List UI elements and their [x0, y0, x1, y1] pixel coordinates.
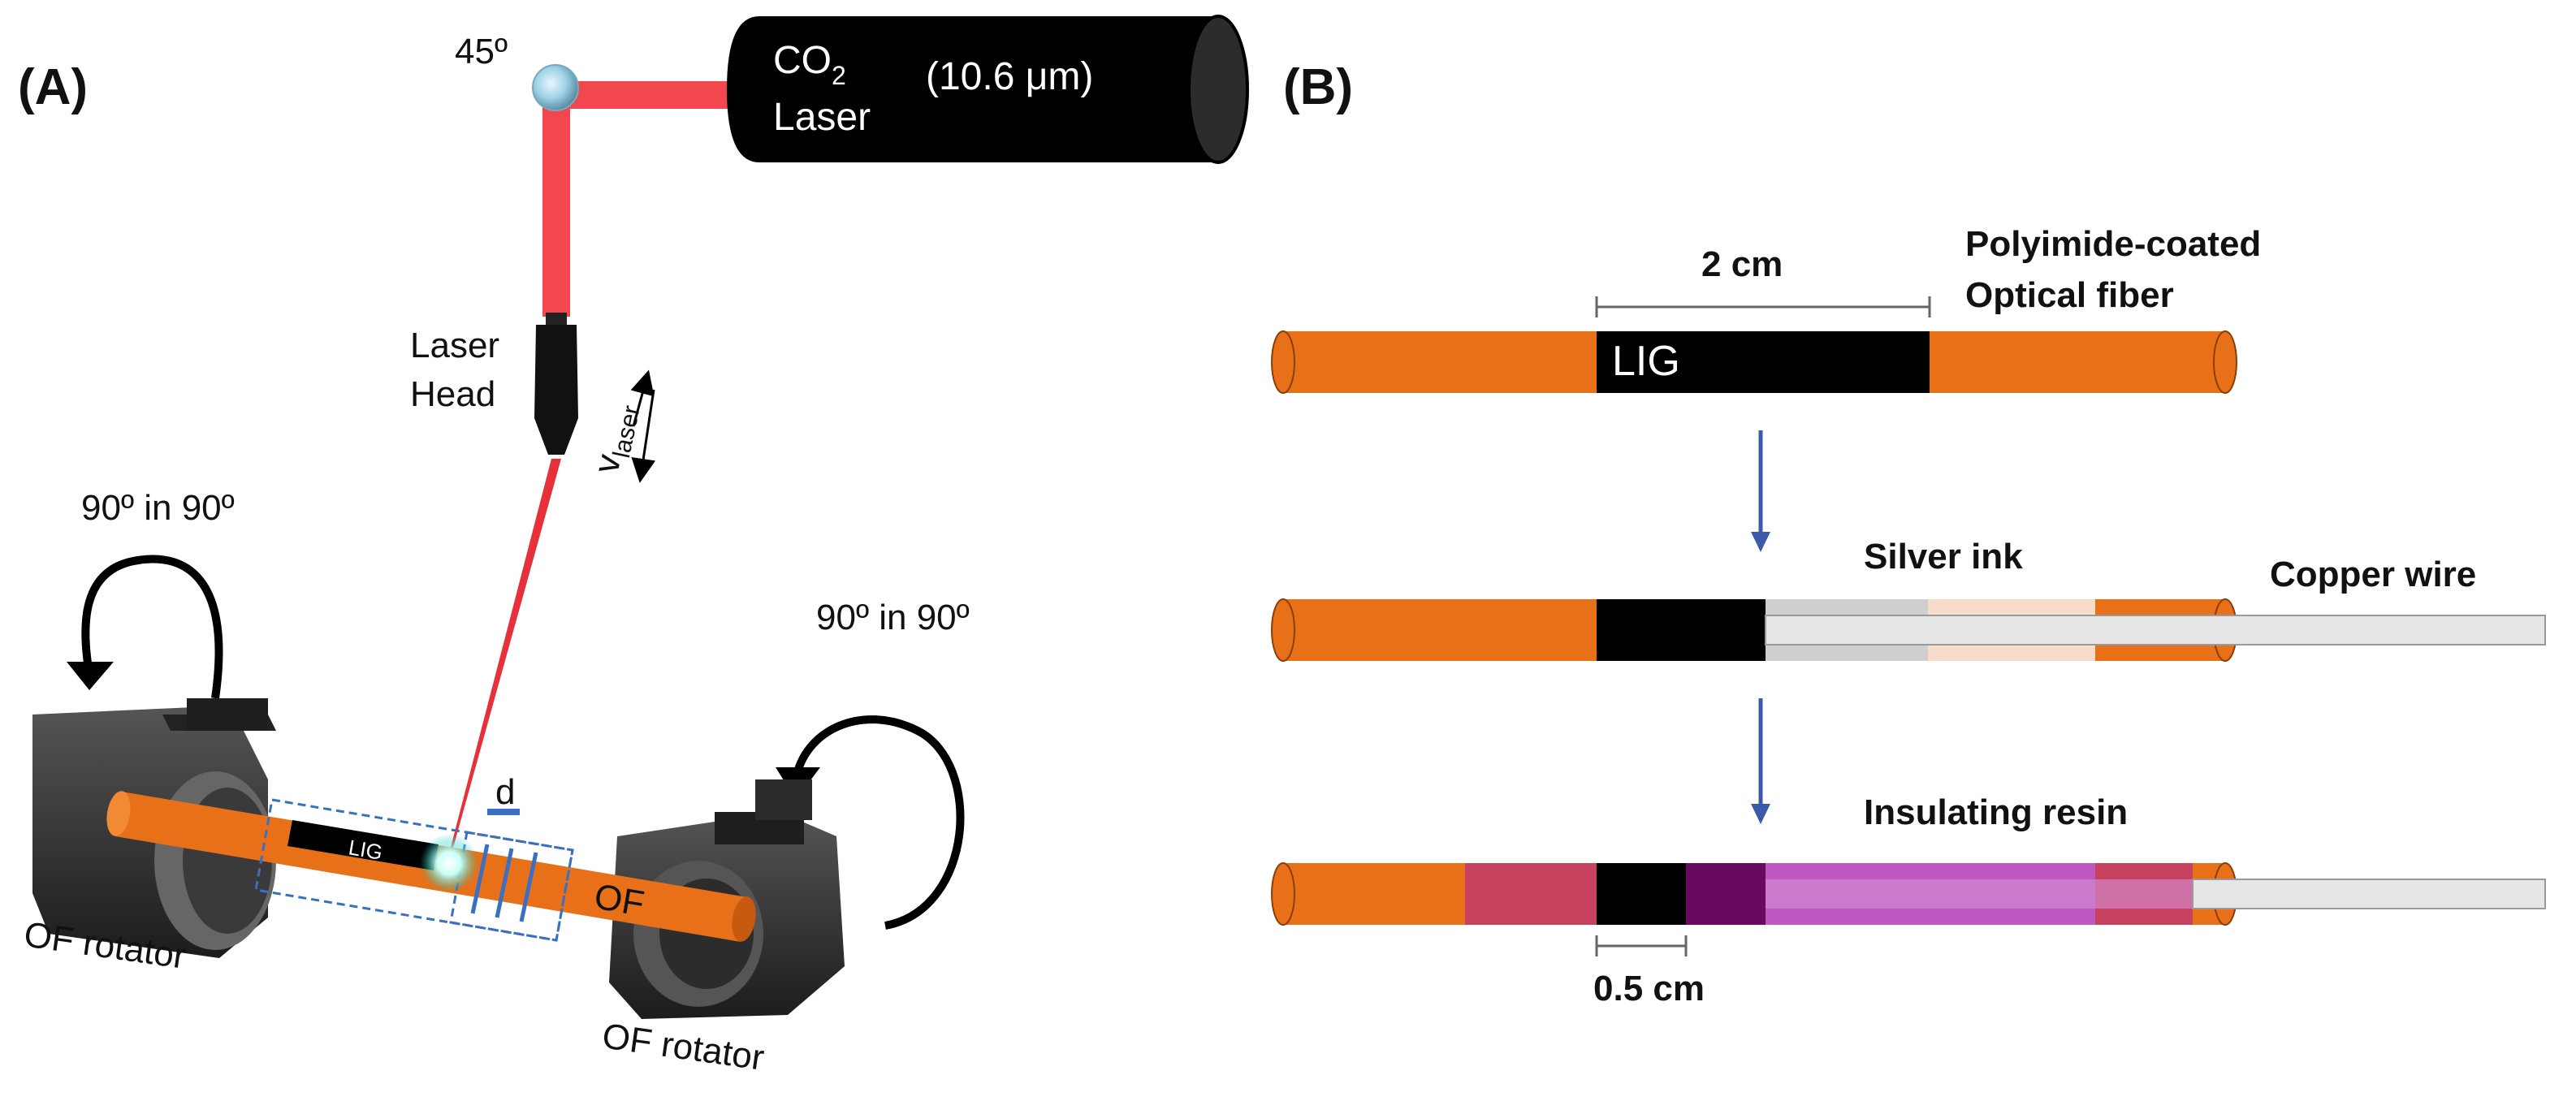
rotation-arrow-left: [81, 555, 223, 699]
lig-label-b: LIG: [1612, 338, 1680, 385]
fiber-label-a: OF: [591, 877, 646, 925]
velocity-label: vlaser: [586, 399, 646, 478]
copper-wire-3: [2192, 879, 2546, 909]
copper-wire-label: Copper wire: [2270, 555, 2476, 594]
insulating-resin-label: Insulating resin: [1864, 792, 2128, 832]
laser-spark-icon: [420, 834, 478, 892]
laser-head-icon: [534, 313, 578, 455]
rotation-label-left: 90º in 90º: [81, 488, 235, 528]
panel-a: (A) 45º CO2 Laser (10.6 μm) Laser Head v…: [18, 15, 1249, 1078]
resin-over-lig: [1686, 863, 1766, 925]
distance-label: d: [495, 772, 515, 812]
length-label-bottom: 0.5 cm: [1593, 969, 1705, 1008]
fiber-stage-1: [1271, 330, 2237, 394]
resin-left: [1465, 863, 1597, 925]
laser-wavelength: (10.6 μm): [926, 55, 1093, 98]
lig-segment-2: [1597, 599, 1766, 661]
laser-name-line2: Laser: [773, 96, 871, 139]
process-arrowhead-2: [1751, 804, 1770, 824]
velocity-arrow-down: [631, 389, 656, 483]
laser-beam-vertical: [542, 89, 570, 317]
fiber-label-line1: Polyimide-coated: [1965, 224, 2261, 264]
lig-segment-1: [1597, 331, 1930, 393]
rotator-label-right: OF rotator: [600, 1016, 767, 1077]
rotation-arrowhead-left: [67, 662, 114, 690]
rotator-left-icon: [32, 698, 276, 958]
length-label-top: 2 cm: [1701, 244, 1783, 284]
lig-segment-3: [1597, 863, 1686, 925]
laser-name: CO2: [773, 39, 846, 90]
laser-focused-beam: [448, 459, 561, 857]
process-arrowhead-1: [1751, 532, 1770, 552]
dashed-region-right: [449, 831, 574, 942]
lig-strip-a: [287, 820, 439, 870]
wire-under-resin: [1766, 879, 2193, 909]
velocity-arrow-up: [630, 369, 655, 427]
scan-line-1: [470, 844, 490, 914]
rotation-label-right: 90º in 90º: [816, 598, 970, 637]
scan-line-2: [495, 848, 514, 918]
rotation-arrow-right: [792, 715, 965, 930]
panel-b-label: (B): [1283, 59, 1353, 115]
mirror-angle-label: 45º: [455, 32, 508, 71]
lig-label-a: LIG: [347, 835, 384, 865]
panel-a-label: (A): [18, 59, 88, 115]
scan-line-3: [519, 852, 538, 922]
copper-wire: [1765, 615, 2546, 645]
laser-head-label-1: Laser: [410, 326, 499, 365]
panel-b: (B) Polyimide-coated Optical fiber 2 cm …: [1271, 59, 2546, 1008]
fiber-label-line2: Optical fiber: [1965, 275, 2174, 315]
fiber-stage-3: [1271, 862, 2546, 926]
fiber-stage-2: [1271, 598, 2546, 662]
laser-head-label-2: Head: [410, 374, 495, 414]
laser-beam-horizontal: [552, 81, 739, 109]
mirror-icon: [532, 64, 579, 111]
silver-ink-label: Silver ink: [1864, 537, 2023, 576]
co2-laser-icon: [727, 15, 1249, 164]
